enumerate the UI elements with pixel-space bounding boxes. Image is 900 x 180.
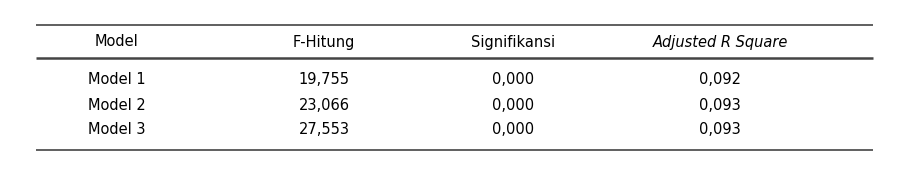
Text: 23,066: 23,066 — [299, 98, 349, 112]
Text: 0,093: 0,093 — [699, 123, 741, 138]
Text: Model: Model — [95, 35, 139, 50]
Text: 27,553: 27,553 — [299, 123, 349, 138]
Text: 0,092: 0,092 — [699, 73, 741, 87]
Text: Signifikansi: Signifikansi — [471, 35, 555, 50]
Text: Model 3: Model 3 — [88, 123, 146, 138]
Text: 19,755: 19,755 — [299, 73, 349, 87]
Text: Model 1: Model 1 — [88, 73, 146, 87]
Text: 0,000: 0,000 — [492, 73, 534, 87]
Text: 0,000: 0,000 — [492, 123, 534, 138]
Text: Model 2: Model 2 — [88, 98, 146, 112]
Text: 0,000: 0,000 — [492, 98, 534, 112]
Text: F-Hitung: F-Hitung — [292, 35, 356, 50]
Text: Adjusted R Square: Adjusted R Square — [652, 35, 788, 50]
Text: 0,093: 0,093 — [699, 98, 741, 112]
